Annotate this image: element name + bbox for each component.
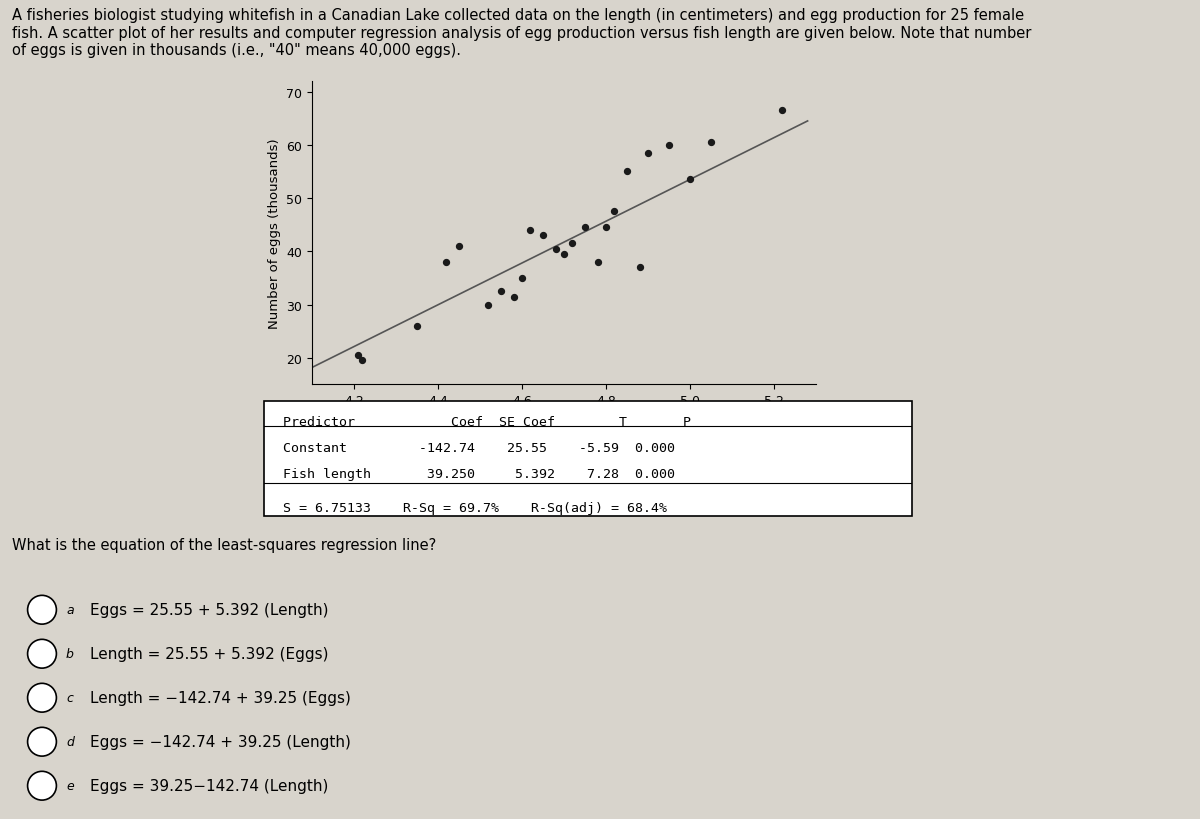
FancyBboxPatch shape xyxy=(264,401,912,516)
Point xyxy=(702,137,721,150)
Point xyxy=(773,105,792,118)
Text: What is the equation of the least-squares regression line?: What is the equation of the least-square… xyxy=(12,537,437,552)
Text: Eggs = 39.25−142.74 (Length): Eggs = 39.25−142.74 (Length) xyxy=(90,778,329,794)
Text: Length = −142.74 + 39.25 (Eggs): Length = −142.74 + 39.25 (Eggs) xyxy=(90,690,350,705)
Text: a: a xyxy=(66,604,73,617)
Ellipse shape xyxy=(28,684,56,713)
Point xyxy=(512,272,532,285)
Point xyxy=(563,238,582,251)
Point xyxy=(492,285,511,298)
Text: d: d xyxy=(66,735,74,749)
Point xyxy=(479,299,498,312)
X-axis label: Fish length (cm): Fish length (cm) xyxy=(497,413,631,428)
Text: Eggs = −142.74 + 39.25 (Length): Eggs = −142.74 + 39.25 (Length) xyxy=(90,735,350,749)
Y-axis label: Number of eggs (thousands): Number of eggs (thousands) xyxy=(268,138,281,328)
Ellipse shape xyxy=(28,727,56,756)
Text: Eggs = 25.55 + 5.392 (Length): Eggs = 25.55 + 5.392 (Length) xyxy=(90,603,329,618)
Text: Constant         -142.74    25.55    -5.59  0.000: Constant -142.74 25.55 -5.59 0.000 xyxy=(283,441,676,455)
Ellipse shape xyxy=(28,771,56,800)
Point xyxy=(618,165,637,179)
Text: b: b xyxy=(66,648,74,660)
Point xyxy=(554,248,574,261)
Point xyxy=(546,242,565,256)
Point xyxy=(630,261,649,274)
Ellipse shape xyxy=(28,595,56,624)
Ellipse shape xyxy=(28,640,56,668)
Text: Length = 25.55 + 5.392 (Eggs): Length = 25.55 + 5.392 (Eggs) xyxy=(90,646,329,662)
Point xyxy=(638,147,658,161)
Point xyxy=(408,320,427,333)
Text: c: c xyxy=(66,691,73,704)
Text: e: e xyxy=(66,779,73,792)
Point xyxy=(353,355,372,368)
Point xyxy=(588,256,607,269)
Point xyxy=(534,229,553,242)
Point xyxy=(576,222,595,235)
Text: Predictor            Coef  SE Coef        T       P: Predictor Coef SE Coef T P xyxy=(283,415,691,428)
Point xyxy=(450,240,469,253)
Point xyxy=(437,256,456,269)
Text: Fish length       39.250     5.392    7.28  0.000: Fish length 39.250 5.392 7.28 0.000 xyxy=(283,468,676,481)
Point xyxy=(605,206,624,219)
Point xyxy=(504,291,523,304)
Point xyxy=(680,174,700,187)
Point xyxy=(349,349,368,362)
Point xyxy=(521,224,540,238)
Text: S = 6.75133    R-Sq = 69.7%    R-Sq(adj) = 68.4%: S = 6.75133 R-Sq = 69.7% R-Sq(adj) = 68.… xyxy=(283,501,667,514)
Point xyxy=(660,139,679,152)
Text: A fisheries biologist studying whitefish in a Canadian Lake collected data on th: A fisheries biologist studying whitefish… xyxy=(12,8,1031,58)
Point xyxy=(596,222,616,235)
